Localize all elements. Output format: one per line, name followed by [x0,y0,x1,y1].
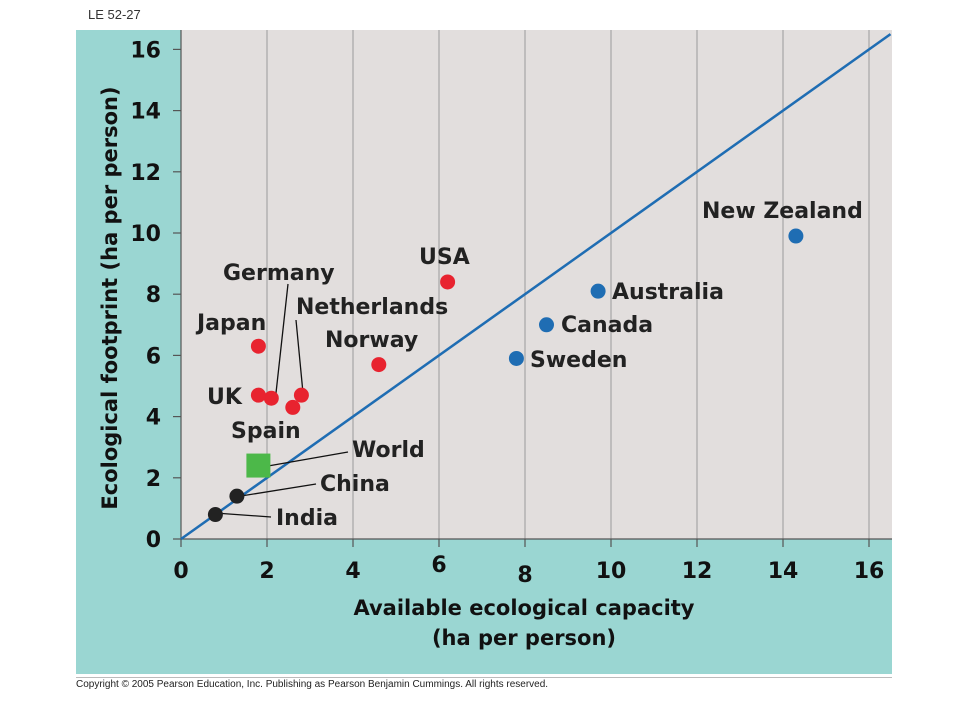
point-australia [590,283,606,299]
label-world: World [352,438,425,463]
y-tick-label: 0 [146,528,161,553]
x-axis-title-line1: Available ecological capacity [353,596,694,620]
y-tick-label: 12 [130,161,161,186]
leader-world [267,451,349,467]
label-usa: USA [419,245,470,270]
leader-germany [275,283,289,394]
y-tick-label: 8 [146,283,161,308]
reference-line [180,33,892,541]
label-spain: Spain [231,419,301,444]
point-spain [285,399,301,415]
y-tick-label: 10 [130,222,161,247]
point-canada [539,317,554,333]
label-netherlands: Netherlands [296,295,448,320]
point-uk [250,387,266,403]
point-new-zealand [788,228,804,244]
y-tick-label: 2 [146,467,161,492]
y-tick-label: 6 [146,344,161,369]
x-tick-label: 2 [259,559,274,584]
label-canada: Canada [561,313,653,338]
point-india [207,507,223,523]
slide-label: LE 52-27 [88,7,141,22]
leader-netherlands [295,319,304,394]
label-australia: Australia [612,280,724,305]
point-usa [440,274,456,290]
label-leader-lines [214,283,349,518]
leader-china [240,483,317,497]
x-tick-label: 0 [173,559,188,584]
point-china [229,488,245,504]
x-tick-label: 16 [854,559,885,584]
x-tick-label: 12 [682,559,713,584]
x-gridlines [266,30,870,539]
y-axis-title: Ecological footprint (ha per person) [98,86,122,509]
label-china: China [320,472,390,497]
point-norway [371,357,387,373]
label-japan: Japan [195,311,266,336]
label-germany: Germany [223,261,335,286]
x-tick-label: 8 [517,563,532,588]
label-new-zealand: New Zealand [702,199,863,224]
x-tick-label: 10 [596,559,627,584]
copyright-notice: Copyright © 2005 Pearson Education, Inc.… [76,679,549,690]
tick-labels: 0 2 4 6 8 10 12 14 16 0 2 4 6 8 10 12 14 16 [130,38,884,588]
point-netherlands [293,387,309,403]
data-points [207,228,804,523]
x-tick-label: 6 [431,553,446,578]
label-uk: UK [207,385,243,410]
label-norway: Norway [325,328,418,353]
y-tick-label: 14 [130,100,161,125]
axes [173,30,892,547]
label-sweden: Sweden [530,348,627,373]
footer-divider [76,677,892,678]
label-india: India [276,506,338,531]
y-tick-label: 16 [130,38,161,63]
x-tick-label: 4 [345,559,360,584]
point-world [246,453,271,478]
y-tick-label: 4 [146,406,161,431]
x-axis-title-line2: (ha per person) [432,626,616,650]
point-japan [250,338,266,354]
point-sweden [508,350,524,366]
point-germany [263,390,279,406]
x-tick-label: 14 [768,559,799,584]
point-labels: New Zealand Australia Canada Sweden USA Norwa… [195,199,863,531]
leader-india [214,512,272,518]
